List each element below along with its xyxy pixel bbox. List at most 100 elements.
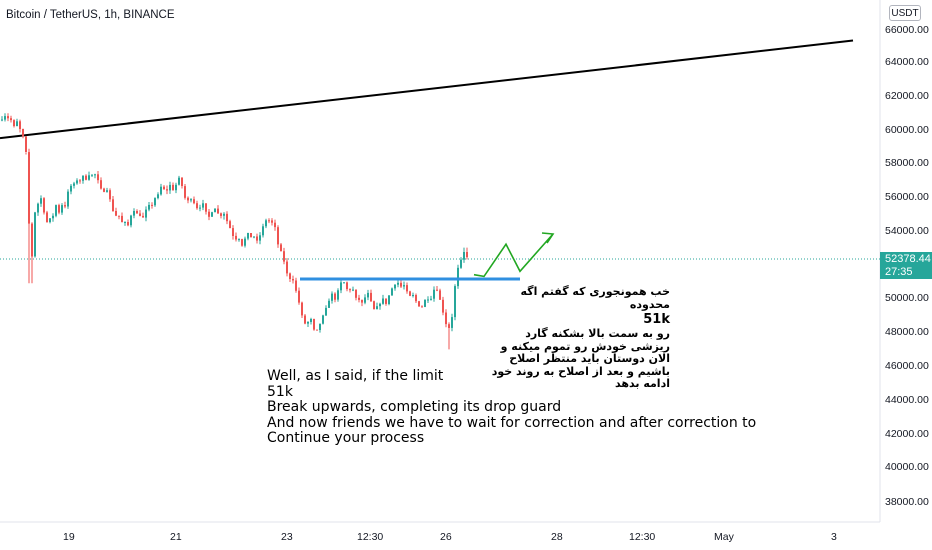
candle-countdown: 27:35 bbox=[880, 265, 932, 279]
y-tick-label: 44000.00 bbox=[885, 394, 929, 406]
candle-body bbox=[454, 286, 456, 318]
candle-body bbox=[439, 290, 441, 300]
candle-body bbox=[73, 183, 75, 186]
y-tick-label: 46000.00 bbox=[885, 360, 929, 372]
english-annotation-line: Well, as I said, if the limit bbox=[267, 368, 444, 384]
candle-body bbox=[25, 136, 27, 153]
current-price-tag: 52378.44 bbox=[880, 252, 932, 266]
candle-body bbox=[379, 303, 381, 307]
candle-body bbox=[268, 220, 270, 222]
candle-body bbox=[67, 191, 69, 207]
candle-body bbox=[313, 319, 315, 330]
candle-body bbox=[358, 297, 360, 300]
x-tick-label: 28 bbox=[551, 531, 563, 543]
candle-body bbox=[196, 203, 198, 209]
candle-body bbox=[238, 239, 240, 241]
candle-body bbox=[190, 199, 192, 201]
candle-body bbox=[37, 203, 39, 213]
candle-body bbox=[187, 197, 189, 201]
persian-annotation-line: خب همونجوری که گفتم اگه محدوده bbox=[520, 285, 671, 311]
english-annotation-line: Break upwards, completing its drop guard bbox=[267, 399, 562, 415]
candle-body bbox=[340, 282, 342, 291]
projection-arrow-path[interactable] bbox=[473, 233, 554, 278]
candle-body bbox=[172, 184, 174, 191]
candle-body bbox=[421, 306, 423, 308]
candle-body bbox=[94, 174, 96, 176]
candle-body bbox=[10, 118, 12, 121]
candle-body bbox=[118, 215, 120, 217]
candle-body bbox=[208, 211, 210, 217]
candle-body bbox=[256, 236, 258, 241]
candle-body bbox=[328, 300, 330, 308]
candle-body bbox=[334, 293, 336, 300]
candle-body bbox=[298, 290, 300, 303]
candle-body bbox=[418, 301, 420, 307]
candle-body bbox=[148, 204, 150, 210]
candle-body bbox=[394, 284, 396, 289]
candle-body bbox=[91, 174, 93, 176]
projection-arrow-head bbox=[541, 232, 555, 244]
y-tick-label: 42000.00 bbox=[885, 428, 929, 440]
english-annotation-line: 51k bbox=[267, 383, 293, 400]
candle-body bbox=[181, 177, 183, 186]
candle-body bbox=[289, 273, 291, 279]
candle-body bbox=[430, 298, 432, 300]
candle-body bbox=[322, 315, 324, 324]
candle-body bbox=[373, 301, 375, 310]
trendline[interactable] bbox=[0, 39, 854, 140]
candle-body bbox=[436, 289, 438, 291]
candle-body bbox=[433, 289, 435, 299]
y-tick-label: 60000.00 bbox=[885, 124, 929, 136]
candle-body bbox=[370, 292, 372, 302]
candle-body bbox=[247, 233, 249, 239]
candle-body bbox=[445, 312, 447, 325]
candle-body bbox=[310, 319, 312, 322]
y-tick-label: 62000.00 bbox=[885, 90, 929, 102]
candle-body bbox=[235, 235, 237, 240]
candle-body bbox=[34, 212, 36, 257]
candle-body bbox=[424, 299, 426, 307]
candle-body bbox=[109, 190, 111, 200]
candle-body bbox=[307, 322, 309, 324]
candle-body bbox=[13, 120, 15, 127]
candle-body bbox=[301, 302, 303, 316]
candle-body bbox=[460, 259, 462, 268]
x-tick-label: 12:30 bbox=[357, 531, 384, 543]
english-annotation-line: And now friends we have to wait for corr… bbox=[267, 414, 757, 431]
candle-body bbox=[265, 220, 267, 227]
candle-body bbox=[226, 213, 228, 222]
persian-annotation[interactable]: خب همونجوری که گفتم اگه محدوده 51k رو به… bbox=[490, 285, 671, 391]
candle-body bbox=[361, 299, 363, 303]
candle-body bbox=[427, 299, 429, 301]
candle-body bbox=[178, 177, 180, 185]
candle-body bbox=[97, 174, 99, 181]
symbol-title[interactable]: Bitcoin / TetherUS, 1h, BINANCE bbox=[6, 9, 175, 21]
candle-body bbox=[217, 208, 219, 214]
candle-body bbox=[7, 116, 9, 119]
currency-label[interactable]: USDT bbox=[889, 5, 921, 21]
y-tick-label: 58000.00 bbox=[885, 157, 929, 169]
candle-body bbox=[112, 199, 114, 211]
candle-body bbox=[367, 292, 369, 298]
candle-body bbox=[352, 289, 354, 291]
x-tick-label: 26 bbox=[440, 531, 452, 543]
candle-body bbox=[349, 289, 351, 291]
candle-body bbox=[160, 186, 162, 195]
candle-body bbox=[277, 227, 279, 245]
candle-body bbox=[103, 188, 105, 192]
english-annotation[interactable]: Well, as I said, if the limit 51k Break … bbox=[267, 368, 757, 447]
candle-body bbox=[142, 215, 144, 218]
candle-body bbox=[115, 211, 117, 216]
candle-body bbox=[403, 285, 405, 287]
candle-body bbox=[343, 282, 345, 284]
candle-body bbox=[463, 252, 465, 260]
candle-body bbox=[61, 205, 63, 213]
candle-body bbox=[46, 212, 48, 223]
candle-body bbox=[223, 213, 225, 216]
y-tick-label: 56000.00 bbox=[885, 191, 929, 203]
candle-body bbox=[400, 282, 402, 287]
candle-body bbox=[397, 282, 399, 285]
x-tick-label: 12:30 bbox=[629, 531, 656, 543]
candle-body bbox=[52, 215, 54, 219]
